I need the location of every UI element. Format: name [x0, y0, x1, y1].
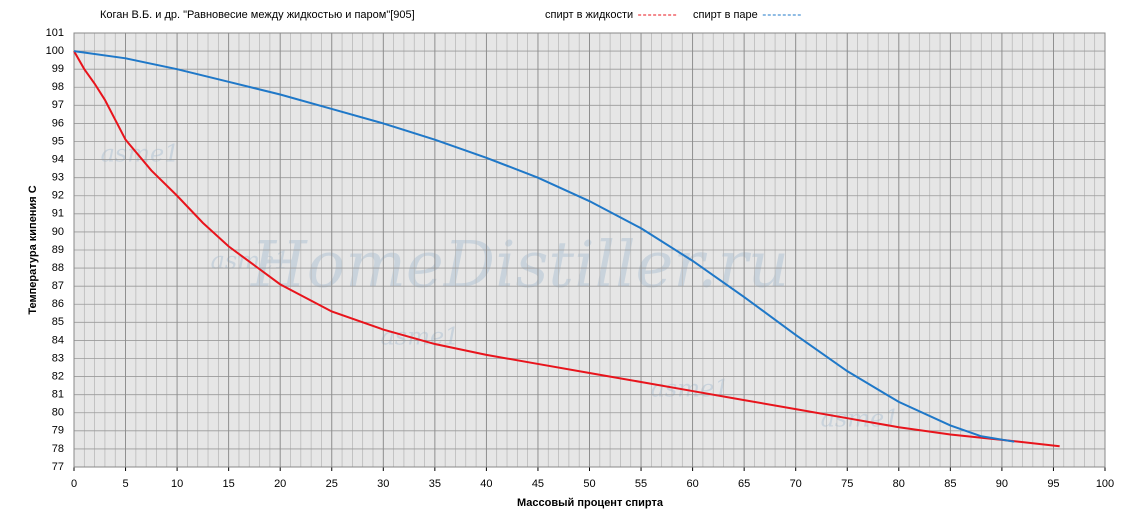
y-tick-label: 99 [52, 63, 64, 75]
watermark: asme1 [211, 247, 290, 275]
y-tick-label: 81 [52, 389, 64, 401]
y-tick-label: 77 [52, 461, 64, 473]
plot-border [73, 32, 1106, 468]
x-tick-label: 85 [944, 478, 956, 490]
y-tick-label: 96 [52, 117, 64, 129]
x-tick-label: 5 [122, 478, 128, 490]
legend-label: спирт в паре [693, 9, 758, 21]
y-tick-label: 85 [52, 316, 64, 328]
x-tick-label: 90 [996, 478, 1008, 490]
y-tick-label: 92 [52, 190, 64, 202]
x-tick-label: 60 [686, 478, 698, 490]
x-tick-label: 80 [893, 478, 905, 490]
watermark: HomeDistiller.ru [250, 229, 789, 303]
watermark: asme1 [101, 140, 180, 168]
y-tick-label: 90 [52, 226, 64, 238]
y-tick-label: 80 [52, 407, 64, 419]
x-tick-label: 70 [790, 478, 802, 490]
y-tick-label: 87 [52, 280, 64, 292]
watermark: asme1 [651, 375, 730, 403]
chart-title: Коган В.Б. и др. "Равновесие между жидко… [100, 9, 415, 21]
x-tick-label: 40 [480, 478, 492, 490]
x-tick-label: 55 [635, 478, 647, 490]
x-tick-label: 45 [532, 478, 544, 490]
x-tick-label: 15 [223, 478, 235, 490]
watermark: asme1 [821, 405, 900, 433]
series-line [73, 50, 1015, 443]
x-tick-label: 50 [583, 478, 595, 490]
y-tick-label: 91 [52, 208, 64, 220]
x-tick-label: 25 [326, 478, 338, 490]
y-tick-label: 88 [52, 262, 64, 274]
x-tick-label: 0 [71, 478, 77, 490]
x-tick-label: 30 [377, 478, 389, 490]
x-tick-label: 10 [171, 478, 183, 490]
legend-label: спирт в жидкости [545, 9, 633, 21]
x-tick-label: 20 [274, 478, 286, 490]
y-tick-label: 86 [52, 298, 64, 310]
y-tick-label: 79 [52, 425, 64, 437]
x-tick-label: 35 [429, 478, 441, 490]
x-tick-label: 65 [738, 478, 750, 490]
y-tick-label: 100 [46, 45, 64, 57]
y-tick-label: 83 [52, 352, 64, 364]
x-tick-label: 75 [841, 478, 853, 490]
y-tick-label: 95 [52, 135, 64, 147]
x-tick-label: 100 [1096, 478, 1114, 490]
y-tick-label: 89 [52, 244, 64, 256]
y-axis-label: Температура кипения С [27, 185, 39, 314]
y-tick-label: 82 [52, 370, 64, 382]
x-tick-label: 95 [1047, 478, 1059, 490]
series-line [73, 50, 1060, 448]
y-tick-label: 78 [52, 443, 64, 455]
y-tick-label: 98 [52, 81, 64, 93]
y-tick-label: 97 [52, 99, 64, 111]
x-axis-label: Массовый процент спирта [517, 497, 664, 509]
y-tick-label: 94 [52, 153, 64, 165]
y-tick-label: 93 [52, 172, 64, 184]
y-tick-label: 101 [46, 27, 64, 39]
y-tick-label: 84 [52, 334, 64, 346]
